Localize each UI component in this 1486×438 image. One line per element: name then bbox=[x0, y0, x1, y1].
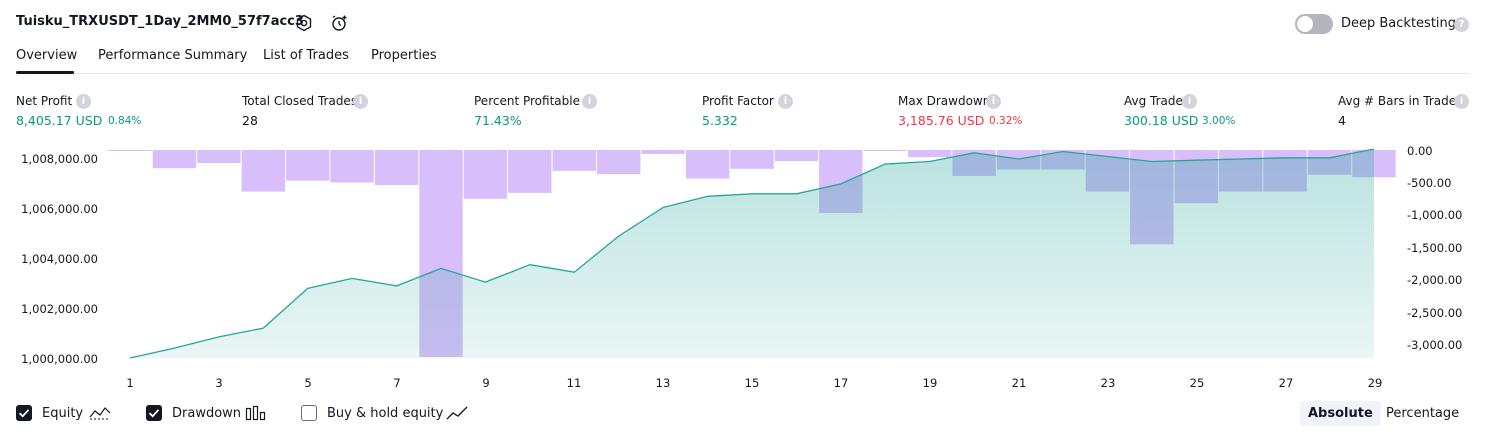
y-axis-left-tick: 1,000,000.00 bbox=[21, 352, 98, 366]
tab-list-of-trades[interactable]: List of Trades bbox=[263, 48, 349, 63]
x-axis-tick: 19 bbox=[922, 376, 938, 390]
y-axis-left-tick: 1,004,000.00 bbox=[21, 252, 98, 266]
drawdown-checkbox[interactable] bbox=[146, 405, 162, 421]
equity-area-icon bbox=[88, 404, 112, 426]
y-axis-right-tick: -3,000.00 bbox=[1407, 338, 1463, 352]
percentage-scale-button[interactable]: Percentage bbox=[1386, 406, 1460, 421]
metric-max-drawdown-value: 3,185.76 USD bbox=[898, 113, 985, 128]
metric-profit-factor-label: Profit Factor bbox=[702, 94, 774, 108]
drawdown-bar bbox=[197, 150, 241, 163]
help-icon[interactable]: ? bbox=[1454, 17, 1469, 32]
metric-percent-profitable-value: 71.43% bbox=[474, 113, 522, 128]
drawdown-bar bbox=[374, 150, 419, 186]
drawdown-bar bbox=[108, 150, 152, 151]
drawdown-bar bbox=[685, 150, 730, 179]
x-axis-tick: 15 bbox=[744, 376, 760, 390]
metric-profit-factor-value: 5.332 bbox=[702, 113, 738, 128]
buy-hold-checkbox[interactable] bbox=[301, 405, 317, 421]
alarm-clock-add-icon[interactable] bbox=[330, 14, 348, 32]
metric-avg-bars-value: 4 bbox=[1338, 113, 1346, 128]
help-icon[interactable]: i bbox=[76, 94, 91, 109]
y-axis-right-tick: -2,500.00 bbox=[1407, 306, 1463, 320]
metric-net-profit-pct: 0.84% bbox=[108, 115, 142, 127]
toggle-knob bbox=[1297, 16, 1313, 32]
help-icon[interactable]: i bbox=[1454, 94, 1469, 109]
drawdown-bar bbox=[774, 150, 819, 162]
equity-toggle-label[interactable]: Equity bbox=[42, 406, 84, 421]
tab-properties[interactable]: Properties bbox=[371, 48, 437, 63]
metric-total-closed-trades-value: 28 bbox=[242, 113, 258, 128]
drawdown-bar bbox=[641, 150, 685, 154]
y-axis-right-tick: -2,000.00 bbox=[1407, 273, 1463, 287]
equity-area bbox=[130, 149, 1374, 358]
drawdown-bar bbox=[597, 150, 641, 175]
deep-backtesting-toggle[interactable] bbox=[1295, 14, 1333, 34]
x-axis-tick: 17 bbox=[833, 376, 849, 390]
y-axis-right-tick: -1,000.00 bbox=[1407, 208, 1463, 222]
drawdown-bar bbox=[863, 150, 907, 151]
drawdown-bar bbox=[508, 150, 552, 193]
drawdown-bar bbox=[152, 150, 197, 169]
y-axis-left-tick: 1,008,000.00 bbox=[21, 152, 98, 166]
help-icon[interactable]: i bbox=[778, 94, 793, 109]
metric-net-profit-label: Net Profit bbox=[16, 94, 73, 108]
drawdown-bar bbox=[908, 150, 952, 158]
help-icon[interactable]: i bbox=[1182, 94, 1197, 109]
metric-max-drawdown-label: Max Drawdown bbox=[898, 94, 991, 108]
drawdown-bar bbox=[330, 150, 374, 183]
help-icon[interactable]: i bbox=[582, 94, 597, 109]
metric-net-profit-value: 8,405.17 USD bbox=[16, 113, 103, 128]
equity-line bbox=[129, 148, 1375, 359]
metric-avg-bars-label: Avg # Bars in Trades bbox=[1338, 94, 1463, 108]
help-icon[interactable]: i bbox=[353, 94, 368, 109]
tabs-divider bbox=[16, 73, 1469, 74]
y-axis-right-tick: -500.00 bbox=[1407, 176, 1452, 190]
metric-avg-trade-value: 300.18 USD bbox=[1124, 113, 1199, 128]
buy-hold-line-icon bbox=[445, 404, 469, 426]
x-axis-tick: 11 bbox=[566, 376, 582, 390]
drawdown-bar bbox=[552, 150, 596, 171]
buy-hold-toggle-label[interactable]: Buy & hold equity bbox=[327, 406, 444, 421]
drawdown-toggle-label[interactable]: Drawdown bbox=[172, 406, 242, 421]
y-axis-left-tick: 1,002,000.00 bbox=[21, 302, 98, 316]
tab-performance-summary[interactable]: Performance Summary bbox=[98, 48, 248, 63]
x-axis-tick: 3 bbox=[215, 376, 223, 390]
drawdown-bars-icon bbox=[245, 404, 267, 426]
tab-overview[interactable]: Overview bbox=[16, 48, 78, 63]
x-axis-tick: 27 bbox=[1278, 376, 1294, 390]
metric-max-drawdown-pct: 0.32% bbox=[989, 115, 1023, 127]
metric-percent-profitable-label: Percent Profitable bbox=[474, 94, 580, 108]
y-axis-left-tick: 1,006,000.00 bbox=[21, 202, 98, 216]
help-icon[interactable]: i bbox=[986, 94, 1001, 109]
drawdown-bar bbox=[286, 150, 330, 181]
metric-avg-trade-pct: 3.00% bbox=[1202, 115, 1236, 127]
x-axis-tick: 5 bbox=[304, 376, 312, 390]
hexagon-settings-icon[interactable] bbox=[295, 14, 313, 32]
y-axis-right-tick: -1,500.00 bbox=[1407, 241, 1463, 255]
tabs: Overview Performance Summary List of Tra… bbox=[16, 48, 616, 74]
equity-checkbox[interactable] bbox=[16, 405, 32, 421]
equity-chart[interactable] bbox=[0, 140, 1486, 400]
x-axis-tick: 13 bbox=[655, 376, 671, 390]
x-axis-tick: 25 bbox=[1189, 376, 1205, 390]
x-axis-tick: 9 bbox=[482, 376, 490, 390]
x-axis-tick: 1 bbox=[126, 376, 134, 390]
active-tab-indicator bbox=[16, 71, 74, 74]
x-axis-tick: 21 bbox=[1011, 376, 1027, 390]
drawdown-bar bbox=[730, 150, 774, 169]
x-axis-tick: 7 bbox=[393, 376, 401, 390]
drawdown-bar bbox=[463, 150, 508, 199]
metric-total-closed-trades-label: Total Closed Trades bbox=[242, 94, 358, 108]
drawdown-bar bbox=[241, 150, 285, 192]
strategy-title: Tuisku_TRXUSDT_1Day_2MM0_57f7acc3 bbox=[16, 14, 304, 29]
absolute-scale-button[interactable]: Absolute bbox=[1300, 401, 1381, 426]
chart-canvas bbox=[108, 148, 1396, 359]
deep-backtesting-label: Deep Backtesting bbox=[1341, 16, 1457, 31]
x-axis-tick: 29 bbox=[1367, 376, 1383, 390]
x-axis-tick: 23 bbox=[1100, 376, 1116, 390]
y-axis-right-tick: 0.00 bbox=[1407, 144, 1433, 158]
metric-avg-trade-label: Avg Trade bbox=[1124, 94, 1183, 108]
